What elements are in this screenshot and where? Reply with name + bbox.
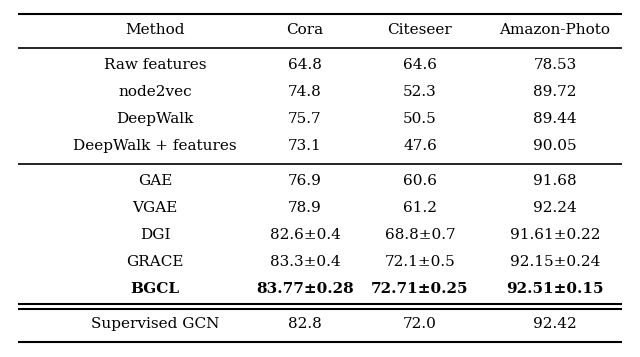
Text: 68.8±0.7: 68.8±0.7 (385, 228, 455, 242)
Text: node2vec: node2vec (118, 85, 192, 99)
Text: 78.53: 78.53 (533, 58, 577, 72)
Text: 61.2: 61.2 (403, 201, 437, 215)
Text: 90.05: 90.05 (533, 139, 577, 153)
Text: 78.9: 78.9 (288, 201, 322, 215)
Text: 82.8: 82.8 (288, 317, 322, 331)
Text: 92.51±0.15: 92.51±0.15 (506, 282, 604, 296)
Text: VGAE: VGAE (132, 201, 178, 215)
Text: 92.15±0.24: 92.15±0.24 (510, 255, 600, 269)
Text: DeepWalk: DeepWalk (116, 112, 194, 126)
Text: 82.6±0.4: 82.6±0.4 (269, 228, 340, 242)
Text: BGCL: BGCL (131, 282, 180, 296)
Text: 83.77±0.28: 83.77±0.28 (256, 282, 354, 296)
Text: 72.1±0.5: 72.1±0.5 (385, 255, 456, 269)
Text: 92.42: 92.42 (533, 317, 577, 331)
Text: Citeseer: Citeseer (388, 23, 452, 37)
Text: Method: Method (125, 23, 185, 37)
Text: 64.8: 64.8 (288, 58, 322, 72)
Text: Amazon-Photo: Amazon-Photo (499, 23, 611, 37)
Text: DeepWalk + features: DeepWalk + features (73, 139, 237, 153)
Text: 72.71±0.25: 72.71±0.25 (371, 282, 468, 296)
Text: 76.9: 76.9 (288, 174, 322, 188)
Text: Supervised GCN: Supervised GCN (91, 317, 219, 331)
Text: Cora: Cora (287, 23, 324, 37)
Text: GRACE: GRACE (126, 255, 184, 269)
Text: 72.0: 72.0 (403, 317, 437, 331)
Text: 50.5: 50.5 (403, 112, 437, 126)
Text: 74.8: 74.8 (288, 85, 322, 99)
Text: DGI: DGI (140, 228, 170, 242)
Text: 83.3±0.4: 83.3±0.4 (269, 255, 340, 269)
Text: 91.68: 91.68 (533, 174, 577, 188)
Text: GAE: GAE (138, 174, 172, 188)
Text: 60.6: 60.6 (403, 174, 437, 188)
Text: 52.3: 52.3 (403, 85, 437, 99)
Text: 91.61±0.22: 91.61±0.22 (509, 228, 600, 242)
Text: Raw features: Raw features (104, 58, 206, 72)
Text: 73.1: 73.1 (288, 139, 322, 153)
Text: 92.24: 92.24 (533, 201, 577, 215)
Text: 64.6: 64.6 (403, 58, 437, 72)
Text: 89.44: 89.44 (533, 112, 577, 126)
Text: 47.6: 47.6 (403, 139, 437, 153)
Text: 75.7: 75.7 (288, 112, 322, 126)
Text: 89.72: 89.72 (533, 85, 577, 99)
